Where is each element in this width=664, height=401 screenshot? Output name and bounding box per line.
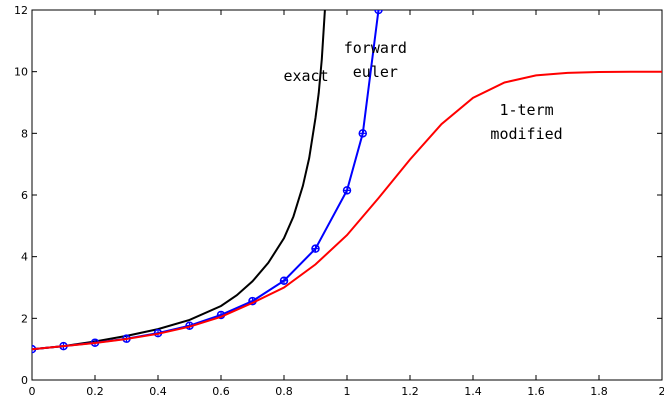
y-tick-label: 0: [21, 374, 28, 387]
annotation-3: 1-term modified: [490, 101, 562, 143]
x-tick-label: 0.6: [212, 385, 230, 398]
annotations: exact forward euler 1-term modified: [283, 39, 562, 143]
x-tick-label: 1.8: [590, 385, 608, 398]
annotation-line: euler: [353, 63, 398, 81]
x-tick-label: 0.8: [275, 385, 293, 398]
series-group: [32, 10, 662, 354]
x-tick-label: 0.4: [149, 385, 167, 398]
series-layer: [32, 10, 662, 354]
x-tick-label: 1.4: [464, 385, 482, 398]
y-tick-label: 4: [21, 251, 28, 264]
annotation-line: forward: [344, 39, 407, 57]
data-point: [279, 276, 289, 285]
y-tick-label: 2: [21, 312, 28, 325]
annotation-line: 1-term: [499, 101, 553, 119]
annotation-line: exact: [283, 67, 328, 85]
series-line-3: [32, 70, 662, 351]
y-tick-label: 8: [21, 127, 28, 140]
axes: [31, 9, 663, 381]
data-point: [374, 10, 383, 15]
data-point: [342, 186, 352, 195]
data-point: [358, 129, 367, 138]
annotation-1: exact: [283, 67, 328, 85]
y-tick-label: 10: [14, 66, 28, 79]
x-tick-label: 1: [344, 385, 351, 398]
series-line-2: [32, 10, 380, 351]
x-tick-label: 2: [659, 385, 664, 398]
plot-frame: [31, 9, 663, 381]
y-tick-label: 6: [21, 189, 28, 202]
annotation-2: forward euler: [344, 39, 407, 81]
data-point: [311, 244, 320, 253]
x-tick-label: 0.2: [86, 385, 104, 398]
y-tick-label: 12: [14, 4, 28, 17]
x-tick-label: 1.2: [401, 385, 419, 398]
tick-labels: 0 0.2 0.4 0.6 0.8 1 1.2 1.4 1.6 1.8 2 0 2 4 6 8 10 12: [14, 4, 664, 398]
x-tick-label: 1.6: [527, 385, 545, 398]
x-tick-label: 0: [29, 385, 36, 398]
annotation-line: modified: [490, 125, 562, 143]
series-line-1: [32, 10, 326, 351]
